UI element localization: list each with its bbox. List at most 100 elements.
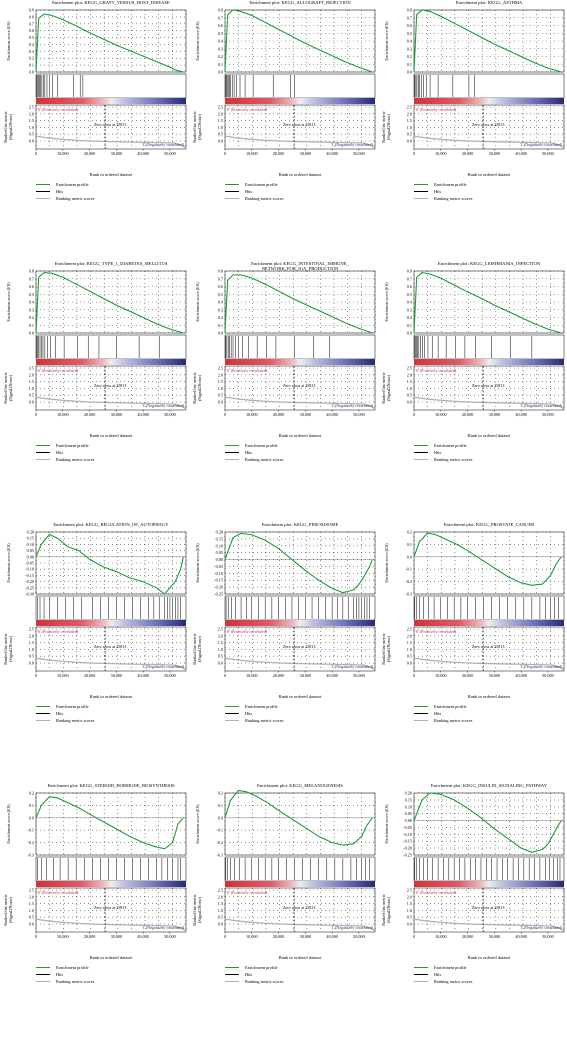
es-tick-label: 0.1	[407, 62, 412, 67]
zero-cross-label: Zero cross at 25813	[94, 644, 126, 649]
x-tick-label: 30,000	[111, 934, 123, 940]
es-tick-label: 0.8	[29, 269, 34, 274]
es-tick-label: 0.6	[218, 23, 223, 28]
rank-tick-label: 1.0	[29, 908, 34, 913]
x-tick-label: 30,000	[111, 412, 123, 418]
legend-item: Enrichment profile	[225, 964, 283, 971]
hits-frame	[224, 73, 376, 99]
rank-tick-label: 1.5	[407, 901, 412, 906]
es-tick-label: 0.6	[407, 284, 412, 289]
x-tick-label: 0	[35, 934, 37, 939]
es-plot-frame	[35, 9, 187, 73]
legend-label: Hits	[56, 450, 64, 455]
rank-tick-label: 2.5	[407, 105, 412, 110]
es-tick-label: 0.00	[216, 557, 223, 562]
rank-tick-label: 1.5	[29, 118, 34, 123]
legend-swatch	[225, 705, 239, 708]
legend-label: Ranking metric scores	[245, 718, 284, 723]
es-tick-label: 0.7	[29, 21, 34, 26]
negative-label: 'f' (Negatively correlated)	[520, 142, 563, 147]
legend-item: Enrichment profile	[36, 181, 94, 188]
negative-label: 'f' (Negatively correlated)	[520, 925, 563, 930]
legend-label: Hits	[434, 189, 442, 194]
gsea-chart-svg: 0.200.150.100.050.00-0.05-0.10-0.15-0.20…	[214, 530, 376, 679]
legend-item: Ranking metric scores	[414, 717, 472, 724]
es-tick-label: -0.25	[403, 853, 412, 858]
rank-plot-frame	[224, 626, 376, 672]
rank-tick-label: 1.5	[218, 118, 223, 123]
gsea-chart-svg: 0.8 0.7 0.6 0.5 0.4 0.3 0.2 0.1 0.0 2.52.0 1.5 1.0 0…	[407, 269, 565, 418]
x-tick-label: 30,000	[300, 412, 312, 418]
x-axis-label: Rank in ordered dataset	[278, 955, 322, 960]
es-tick-label: 0.20	[405, 791, 412, 796]
es-tick-label: -0.1	[216, 828, 223, 833]
rank-tick-label: 1.0	[407, 908, 412, 913]
x-tick-label: 50,000	[542, 673, 554, 679]
es-tick-label: 0.1	[407, 323, 412, 328]
es-tick-label: 0.0	[218, 815, 223, 820]
legend-item: Hits	[225, 710, 283, 717]
x-tick-label: 0	[413, 151, 415, 156]
gsea-chart-svg: 0.8 0.7 0.6 0.5 0.4 0.3 0.2 0.1 0.0 2.52.0 1.5 1.0 0…	[218, 8, 376, 157]
es-tick-label: 0.8	[218, 269, 223, 274]
rank-tick-label: 0.0	[29, 139, 34, 144]
rank-tick-label: 2.0	[407, 894, 412, 899]
gsea-panel: Enrichment plot: KEGG_STEROID_HORMONE_BI…	[0, 783, 189, 1044]
rank-tick-label: 0.0	[407, 400, 412, 405]
legend-swatch	[414, 451, 428, 454]
legend-label: Hits	[56, 972, 64, 977]
negative-label: 'f' (Negatively correlated)	[331, 664, 374, 669]
legend-item: Enrichment profile	[414, 703, 472, 710]
legend-label: Ranking metric scores	[245, 457, 284, 462]
legend-item: Ranking metric scores	[225, 195, 283, 202]
zero-cross-label: Zero cross at 25813	[472, 383, 504, 388]
es-tick-label: -0.15	[403, 839, 412, 844]
rank-gradient-bar	[414, 359, 564, 365]
legend-item: Ranking metric scores	[414, 456, 472, 463]
es-tick-label: 0.15	[27, 536, 34, 541]
x-tick-label: 30,000	[489, 151, 501, 157]
legend-item: Enrichment profile	[225, 181, 283, 188]
es-tick-label: 0.4	[407, 300, 413, 305]
es-tick-label: -0.10	[214, 571, 223, 576]
rank-tick-label: 1.5	[218, 640, 223, 645]
es-tick-label: 0.1	[29, 323, 34, 328]
x-tick-label: 30,000	[489, 934, 501, 940]
ranking-metric-line	[224, 396, 376, 410]
x-tick-label: 10,000	[435, 151, 447, 157]
es-tick-label: 0.0	[407, 554, 412, 559]
x-tick-label: 50,000	[542, 151, 554, 157]
legend-label: Ranking metric scores	[56, 979, 95, 984]
legend-label: Ranking metric scores	[56, 457, 95, 462]
es-tick-label: 0.8	[29, 14, 34, 19]
legend-item: Ranking metric scores	[225, 717, 283, 724]
es-tick-label: -0.25	[25, 585, 34, 590]
rank-gradient-bar	[414, 881, 564, 887]
es-tick-label: 0.3	[218, 307, 223, 312]
es-tick-label: 0.1	[218, 803, 223, 808]
legend-item: Enrichment profile	[36, 442, 94, 449]
gsea-chart-svg: 0.200.150.100.050.00-0.05-0.10-0.15-0.20…	[403, 791, 565, 940]
legend-label: Hits	[56, 711, 64, 716]
positive-label: 'S' (Positively correlated)	[415, 890, 457, 895]
es-axis-label: Enrichment score (ES)	[6, 804, 11, 844]
zero-cross-label: Zero cross at 25813	[283, 383, 315, 388]
es-tick-label: 0.4	[407, 39, 413, 44]
hits-frame	[413, 856, 565, 882]
x-tick-label: 0	[224, 151, 226, 156]
rank-gradient-bar	[225, 359, 375, 365]
rank-tick-label: 2.5	[29, 366, 34, 371]
rank-tick-label: 1.0	[407, 125, 412, 130]
legend: Enrichment profile Hits Ranking metric sco…	[225, 964, 283, 985]
x-tick-label: 40,000	[326, 151, 338, 157]
positive-label: 'S' (Positively correlated)	[37, 629, 79, 634]
rank-plot-frame	[35, 626, 187, 672]
x-tick-label: 0	[224, 673, 226, 678]
rank-tick-label: 0.5	[407, 654, 412, 659]
positive-label: 'S' (Positively correlated)	[415, 107, 457, 112]
legend-swatch	[36, 190, 50, 193]
legend: Enrichment profile Hits Ranking metric sco…	[36, 964, 94, 985]
rank-tick-label: 1.0	[218, 908, 223, 913]
legend-swatch	[36, 451, 50, 454]
rank-tick-label: 2.5	[407, 888, 412, 893]
